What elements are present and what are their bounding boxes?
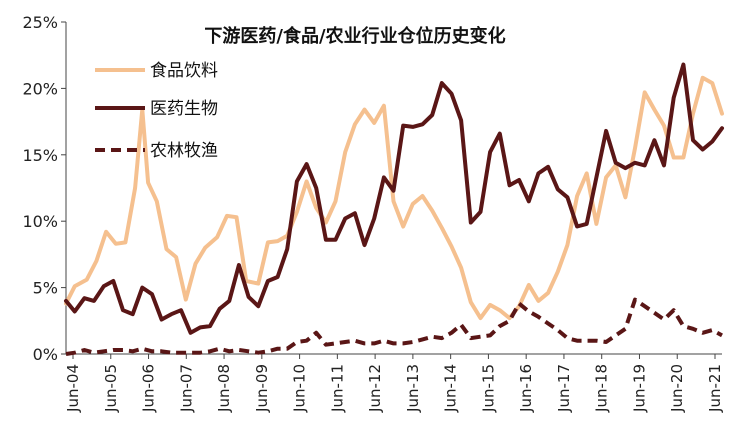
y-tick-label: 0%	[33, 345, 58, 364]
y-tick-label: 5%	[33, 279, 58, 298]
x-tick-label: Jun-09	[253, 364, 271, 413]
y-tick-label: 10%	[22, 212, 58, 231]
y-tick-label: 15%	[22, 146, 58, 165]
axes	[65, 22, 722, 355]
x-tick-label: Jun-16	[517, 364, 535, 413]
x-tick-label: Jun-14	[442, 364, 460, 413]
y-tick-label: 25%	[22, 13, 58, 32]
series-line-0	[64, 75, 724, 321]
x-tick-label: Jun-12	[366, 364, 384, 413]
x-tick-label: Jun-10	[291, 364, 309, 413]
x-axis-ticks: Jun-04 Jun-05 Jun-06 Jun-07 Jun-08 Jun-09 Jun-…	[64, 354, 724, 413]
x-tick-label: Jun-08	[215, 364, 233, 413]
series-lines	[64, 62, 724, 356]
x-tick-label: Jun-20	[668, 364, 686, 413]
x-tick-label: Jun-07	[177, 364, 195, 413]
x-tick-label: Jun-21	[706, 364, 724, 413]
legend-label-2: 农林牧渔	[150, 141, 218, 161]
x-tick-label: Jun-04	[64, 364, 82, 413]
x-tick-label: Jun-17	[555, 364, 573, 413]
series-line-2	[65, 297, 723, 356]
y-tick-label: 20%	[22, 79, 58, 98]
chart-title: 下游医药/食品/农业行业仓位历史变化	[204, 25, 505, 47]
x-tick-label: Jun-18	[593, 364, 611, 413]
legend-label-1: 医药生物	[150, 99, 218, 119]
x-tick-label: Jun-05	[102, 364, 120, 413]
x-tick-label: Jun-15	[479, 364, 497, 413]
legend-label-0: 食品饮料	[150, 61, 218, 81]
x-tick-label: Jun-13	[404, 364, 422, 413]
x-tick-label: Jun-11	[328, 364, 346, 413]
x-tick-label: Jun-19	[630, 364, 648, 413]
y-axis-ticks: 0% 5% 10% 15% 20% 25%	[22, 13, 66, 364]
x-tick-label: Jun-06	[140, 364, 158, 413]
series-line-1	[64, 62, 724, 335]
